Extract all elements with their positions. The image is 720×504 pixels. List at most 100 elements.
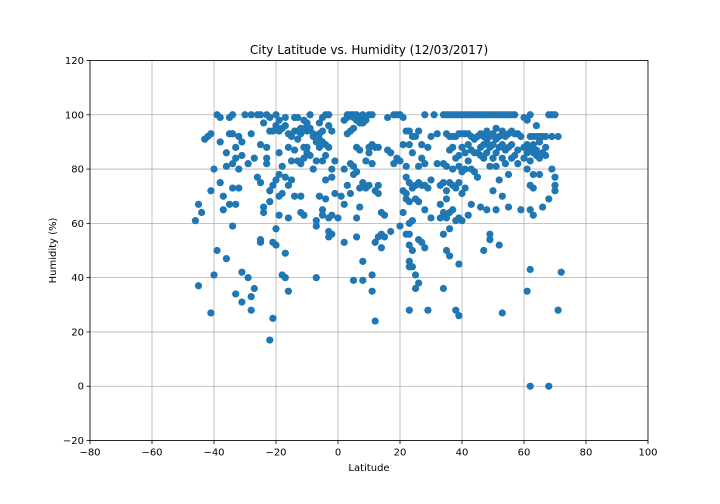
data-point xyxy=(241,111,249,119)
data-point xyxy=(402,189,410,198)
data-point xyxy=(458,189,466,198)
x-axis-ticks: −80 −60 −40 −20 0 20 40 60 80 100 xyxy=(79,440,658,459)
data-points xyxy=(191,111,565,390)
data-point xyxy=(408,263,416,271)
data-point xyxy=(297,130,305,138)
data-point xyxy=(442,214,451,222)
data-point xyxy=(483,149,491,157)
data-point xyxy=(269,127,277,135)
data-point xyxy=(349,276,358,284)
data-point xyxy=(318,157,327,165)
data-point xyxy=(408,246,416,255)
data-point xyxy=(322,151,330,160)
data-point xyxy=(266,187,274,195)
data-point xyxy=(247,293,255,301)
y-tick-label: 40 xyxy=(71,273,84,284)
data-point xyxy=(222,149,230,157)
data-point xyxy=(312,157,320,165)
x-tick-label: −40 xyxy=(203,448,224,459)
data-point xyxy=(300,211,308,219)
data-point xyxy=(554,306,562,314)
data-point xyxy=(343,181,351,189)
data-point xyxy=(322,176,330,184)
data-point xyxy=(439,179,447,187)
data-point xyxy=(374,143,382,151)
data-point xyxy=(207,187,215,195)
data-point xyxy=(362,116,370,124)
data-point xyxy=(492,124,500,132)
data-point xyxy=(439,284,447,293)
data-point xyxy=(250,154,258,162)
data-point xyxy=(458,143,466,151)
data-point xyxy=(442,187,451,195)
y-axis-ticks: −20 0 20 40 60 80 100 120 xyxy=(63,56,90,447)
data-point xyxy=(514,160,522,168)
data-point xyxy=(551,181,559,189)
x-tick-label: −20 xyxy=(265,448,286,459)
data-point xyxy=(275,116,283,124)
data-point xyxy=(464,157,472,165)
y-axis-label: Humidity (%) xyxy=(48,217,59,283)
data-point xyxy=(318,206,327,214)
data-point xyxy=(408,217,416,225)
data-point xyxy=(492,162,500,170)
data-point xyxy=(334,214,342,222)
data-point xyxy=(250,284,258,293)
data-point xyxy=(368,287,376,295)
data-point xyxy=(554,132,562,141)
data-point xyxy=(529,211,537,219)
data-point xyxy=(529,184,537,192)
data-point xyxy=(235,132,243,141)
data-point xyxy=(297,192,305,200)
data-point xyxy=(526,157,534,165)
data-point xyxy=(281,249,289,257)
data-point xyxy=(256,141,265,149)
data-point xyxy=(483,206,491,214)
data-point xyxy=(362,157,370,165)
data-point xyxy=(526,111,534,119)
data-point xyxy=(260,203,268,211)
data-point xyxy=(433,160,441,168)
data-point xyxy=(365,149,373,157)
data-point xyxy=(449,206,457,214)
data-point xyxy=(498,192,506,200)
data-point xyxy=(247,130,255,138)
data-point xyxy=(291,146,299,154)
x-tick-label: 60 xyxy=(518,448,531,459)
data-point xyxy=(548,132,556,141)
data-point xyxy=(461,165,469,173)
data-point xyxy=(312,222,320,230)
data-point xyxy=(309,165,317,173)
data-point xyxy=(368,111,376,119)
data-point xyxy=(272,111,280,119)
data-point xyxy=(449,165,457,173)
data-point xyxy=(411,271,420,279)
data-point xyxy=(371,317,379,325)
data-point xyxy=(340,200,348,208)
data-point xyxy=(405,141,413,149)
data-point xyxy=(455,260,463,268)
data-point xyxy=(238,268,246,276)
data-point xyxy=(198,208,206,217)
data-point xyxy=(272,122,280,130)
data-point xyxy=(294,113,302,122)
y-tick-label: 80 xyxy=(71,165,84,176)
x-tick-label: −60 xyxy=(141,448,162,459)
data-point xyxy=(256,111,265,119)
data-point xyxy=(229,222,237,230)
data-point xyxy=(424,143,432,151)
data-point xyxy=(232,154,240,162)
data-point xyxy=(312,274,320,282)
data-point xyxy=(374,189,382,198)
data-point xyxy=(315,119,323,127)
data-point xyxy=(405,306,413,314)
data-point xyxy=(436,214,444,222)
data-point xyxy=(535,154,544,162)
data-point xyxy=(278,189,286,198)
data-point xyxy=(315,143,323,151)
data-point xyxy=(244,160,252,168)
x-tick-label: 0 xyxy=(335,448,341,459)
data-point xyxy=(315,192,323,200)
data-point xyxy=(312,217,320,225)
data-point xyxy=(247,306,255,314)
